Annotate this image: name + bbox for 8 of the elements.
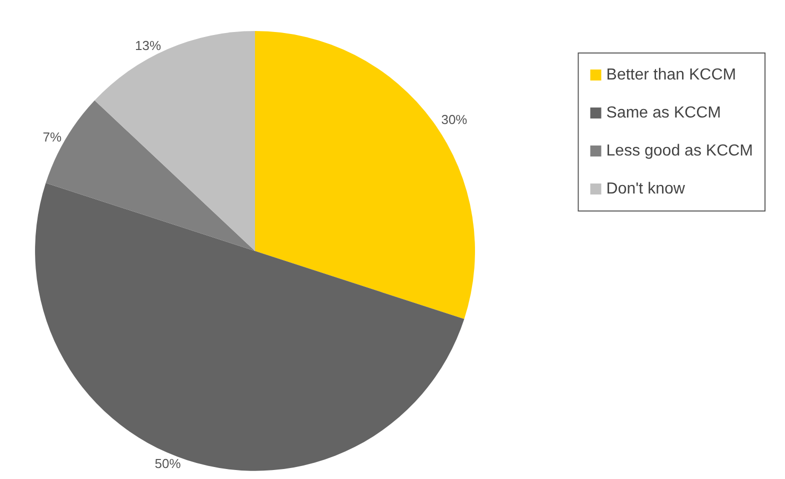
data-label: 7% <box>42 129 62 144</box>
legend-label: Less good as KCCM <box>606 142 753 160</box>
legend-label: Same as KCCM <box>606 104 721 122</box>
legend-label: Don't know <box>606 180 686 198</box>
data-label: 50% <box>154 456 182 471</box>
data-label: 30% <box>441 112 468 127</box>
legend-label: Better than KCCM <box>606 66 736 84</box>
data-label: 13% <box>135 38 162 53</box>
